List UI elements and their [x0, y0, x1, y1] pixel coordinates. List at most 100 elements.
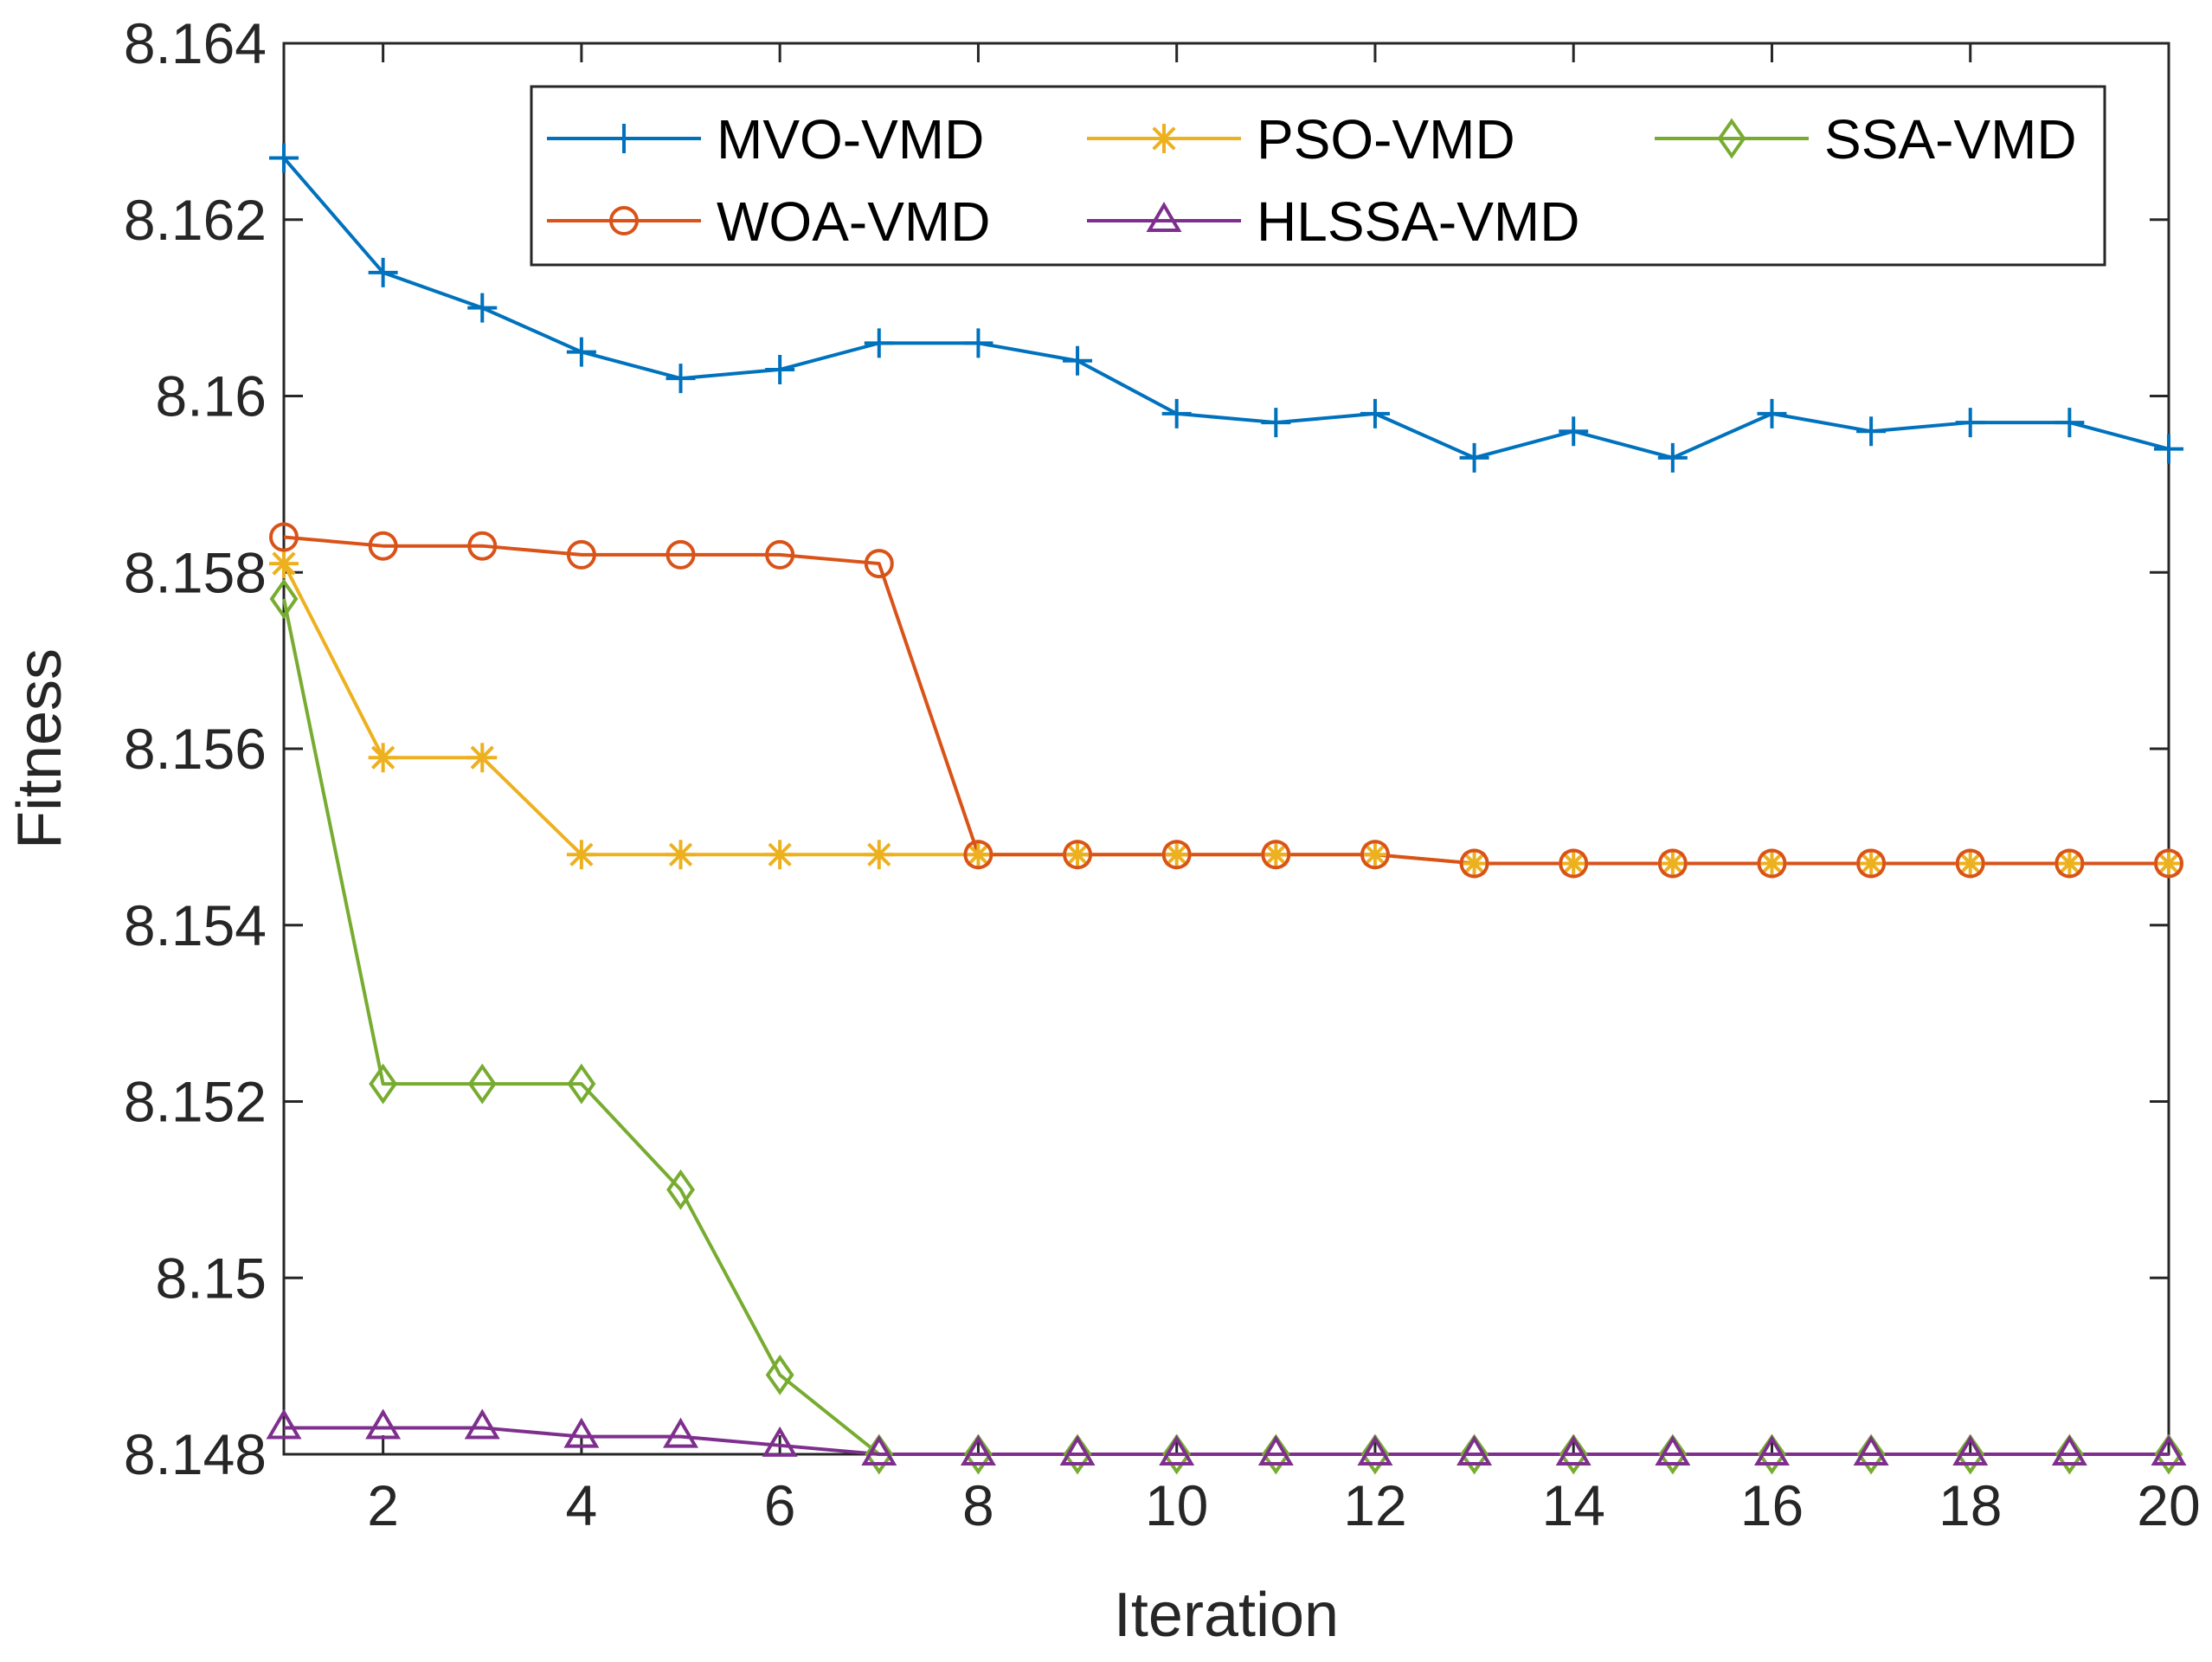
star-marker — [1856, 848, 1887, 879]
diamond-marker — [865, 1433, 894, 1475]
plus-marker — [566, 337, 596, 367]
star-marker — [2154, 848, 2183, 879]
y-tick-label: 8.156 — [124, 717, 267, 781]
triangle-marker — [1952, 1435, 1989, 1466]
diamond-marker — [269, 578, 299, 620]
diamond-marker — [369, 1063, 398, 1105]
plus-marker — [1955, 408, 1985, 438]
plus-marker — [1657, 442, 1688, 473]
circle-marker — [1261, 840, 1291, 870]
circle-marker — [566, 539, 596, 570]
plus-marker — [269, 143, 299, 173]
circle-marker — [1063, 840, 1093, 870]
star-marker — [1261, 840, 1291, 870]
star-marker — [1459, 848, 1489, 879]
plus-marker — [2154, 434, 2183, 464]
y-tick-label: 8.164 — [124, 11, 267, 75]
plus-marker — [1459, 442, 1489, 473]
circle-marker — [864, 549, 894, 579]
diamond-marker — [1261, 1433, 1290, 1475]
triangle-marker — [365, 1408, 402, 1440]
triangle-marker — [2151, 1435, 2187, 1466]
x-axis-title: Iteration — [1114, 1581, 1339, 1650]
y-tick-label: 8.154 — [124, 893, 267, 957]
diamond-marker — [1063, 1433, 1092, 1475]
legend-label: SSA-VMD — [1824, 108, 2077, 171]
triangle-marker — [1753, 1435, 1790, 1466]
legend-label: MVO-VMD — [717, 108, 984, 171]
circle-marker — [1757, 848, 1787, 879]
star-marker — [1161, 840, 1192, 870]
plus-marker — [1559, 416, 1589, 447]
x-tick-label: 16 — [1740, 1473, 1804, 1537]
circle-marker — [666, 539, 696, 570]
triangle-marker — [1357, 1435, 1393, 1466]
triangle-marker — [1146, 202, 1182, 232]
plus-marker — [1856, 416, 1887, 447]
diamond-marker — [1758, 1433, 1786, 1475]
star-marker — [765, 840, 795, 870]
plus-marker — [609, 124, 639, 153]
triangle-marker — [1456, 1435, 1493, 1466]
series-line-mvo-vmd — [282, 157, 2170, 460]
series-lines — [282, 157, 2170, 1456]
series-line-hlssa-vmd — [284, 1426, 2169, 1456]
plus-marker — [1161, 398, 1192, 428]
diamond-marker — [567, 1063, 596, 1105]
x-tick-label: 2 — [367, 1473, 399, 1537]
star-marker — [864, 840, 894, 870]
circle-marker — [467, 531, 498, 561]
circle-marker — [1856, 848, 1887, 879]
plot-area — [282, 42, 2170, 1456]
star-marker — [566, 840, 596, 870]
plus-marker — [765, 354, 795, 384]
plus-marker — [1360, 398, 1390, 428]
x-tick-label: 14 — [1541, 1473, 1604, 1537]
star-marker — [963, 840, 993, 870]
x-tick-label: 12 — [1343, 1473, 1406, 1537]
diamond-marker — [1360, 1433, 1390, 1475]
diamond-marker — [2154, 1433, 2183, 1475]
diamond-marker — [1956, 1433, 1985, 1475]
star-marker — [1360, 840, 1390, 870]
triangle-marker — [2051, 1435, 2087, 1466]
triangle-marker — [663, 1417, 699, 1448]
diamond-marker — [1717, 118, 1746, 159]
circle-marker — [269, 522, 299, 552]
circle-marker — [963, 840, 993, 870]
x-axis: 2 4 6 8 10 12 14 16 18 20 — [367, 43, 2201, 1537]
triangle-marker — [1159, 1435, 1195, 1466]
diamond-marker — [1460, 1433, 1489, 1475]
legend-box — [530, 85, 2106, 267]
diamond-marker — [666, 1169, 695, 1210]
triangle-marker — [1655, 1435, 1691, 1466]
triangle-marker — [266, 1408, 302, 1440]
plus-marker — [2054, 408, 2085, 438]
circle-marker — [1559, 848, 1589, 879]
star-marker — [269, 549, 299, 579]
star-marker — [2054, 848, 2085, 879]
x-tick-label: 18 — [1939, 1473, 2002, 1537]
plus-marker — [1261, 408, 1291, 438]
circle-marker — [765, 539, 795, 570]
x-tick-label: 8 — [962, 1473, 994, 1537]
star-marker — [666, 840, 696, 870]
star-marker — [1149, 124, 1179, 153]
triangle-marker — [960, 1435, 996, 1466]
plus-marker — [666, 364, 696, 394]
triangle-marker — [1555, 1435, 1591, 1466]
circle-marker — [1161, 840, 1192, 870]
plus-marker — [963, 328, 993, 358]
diamond-marker — [467, 1063, 497, 1105]
x-tick-label: 20 — [2137, 1473, 2200, 1537]
legend: MVO-VMD PSO-VMD SSA-VMD WOA-VMD HLSSA-VMD — [530, 85, 2106, 267]
triangle-marker — [762, 1426, 798, 1457]
star-marker — [368, 743, 398, 773]
circle-marker — [368, 531, 398, 561]
diamond-marker — [1559, 1433, 1588, 1475]
triangle-marker — [464, 1408, 500, 1440]
y-tick-label: 8.152 — [124, 1070, 267, 1134]
star-marker — [1657, 848, 1688, 879]
diamond-marker — [1658, 1433, 1688, 1475]
y-tick-label: 8.15 — [156, 1246, 267, 1310]
